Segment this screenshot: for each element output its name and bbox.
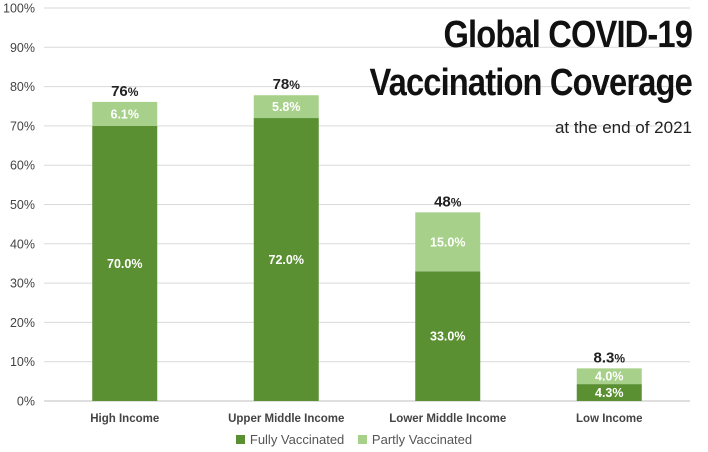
legend-swatch-fully	[235, 435, 245, 444]
bar-partly-vaccinated	[576, 368, 642, 385]
bar-fully-vaccinated	[415, 271, 481, 401]
bar-fully-vaccinated	[253, 118, 319, 401]
y-tick-label: 60%	[10, 159, 35, 173]
y-tick-label: 100%	[3, 2, 35, 16]
y-tick-label: 50%	[10, 198, 35, 212]
bar-total-label: 76%	[111, 83, 139, 100]
bar-partly-vaccinated	[253, 95, 319, 119]
y-tick-label: 30%	[10, 277, 35, 291]
y-tick-label: 0%	[17, 395, 35, 409]
bar-fully-vaccinated	[92, 125, 158, 402]
legend-item-fully: Fully Vaccinated	[235, 432, 345, 447]
y-tick-label: 90%	[10, 41, 35, 55]
bar-value-label: 15.0%	[430, 235, 465, 249]
bar-total-label: 48%	[434, 193, 462, 210]
chart-subtitle: at the end of 2021	[554, 118, 692, 137]
y-tick-label: 40%	[10, 237, 35, 251]
y-tick-label: 80%	[10, 80, 35, 94]
y-tick-label: 10%	[10, 355, 35, 369]
bar-total-label: 78%	[273, 76, 301, 93]
y-tick-label: 20%	[10, 316, 35, 330]
x-category-label: Lower Middle Income	[389, 413, 506, 425]
bar-value-label: 6.1%	[111, 107, 140, 121]
bar-value-label: 4.3%	[595, 386, 624, 400]
x-category-label: Upper Middle Income	[228, 413, 344, 425]
legend-swatch-partly	[357, 435, 367, 444]
bar-partly-vaccinated	[415, 212, 481, 272]
legend-label-fully: Fully Vaccinated	[249, 432, 345, 447]
bar-value-label: 33.0%	[430, 330, 465, 344]
x-category-label: Low Income	[576, 413, 642, 425]
y-tick-label: 70%	[10, 119, 35, 133]
chart-title-line-1: Global COVID-19	[443, 14, 692, 56]
legend-item-partly: Partly Vaccinated	[357, 432, 473, 447]
bar-value-label: 4.0%	[595, 370, 624, 384]
bar-fully-vaccinated	[576, 384, 642, 401]
legend: Fully Vaccinated Partly Vaccinated	[0, 432, 708, 447]
chart-title-line-2: Vaccination Coverage	[369, 62, 693, 104]
bar-value-label: 72.0%	[269, 253, 304, 267]
bar-value-label: 70.0%	[107, 257, 142, 271]
x-category-label: High Income	[90, 413, 159, 425]
bar-partly-vaccinated	[92, 101, 158, 126]
legend-label-partly: Partly Vaccinated	[371, 432, 473, 447]
bar-total-label: 8.3%	[593, 349, 625, 366]
bar-value-label: 5.8%	[272, 100, 301, 114]
